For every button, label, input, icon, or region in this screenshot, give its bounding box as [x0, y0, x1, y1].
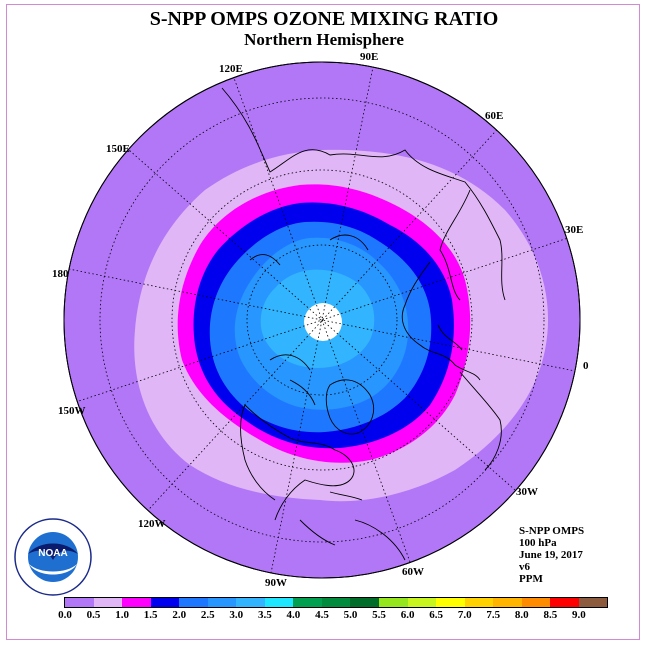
colorbar-swatch-8 — [293, 598, 322, 607]
lon-label-90w: 90W — [265, 577, 287, 589]
latitude-circle-30 — [171, 169, 473, 471]
colorbar-tick-label: 0.5 — [86, 609, 101, 621]
lon-label-90e: 90E — [360, 51, 379, 63]
info-block: S-NPP OMPS 100 hPa June 19, 2017 v6 PPM — [519, 525, 584, 585]
coast-asia — [221, 87, 506, 301]
logo-wave — [29, 564, 77, 575]
map-border — [63, 61, 581, 579]
lon-label-150e: 150E — [106, 143, 130, 155]
coast-greenland — [325, 379, 374, 435]
colorbar-swatch-17 — [550, 598, 579, 607]
colorbar-tick-label: 6.5 — [429, 609, 444, 621]
colorbar-tick-label: 2.0 — [172, 609, 187, 621]
colorbar-tick-label: 4.0 — [286, 609, 301, 621]
colorbar-tick-label: 6.0 — [400, 609, 415, 621]
map-subtitle: Northern Hemisphere — [244, 30, 404, 49]
colorbar-swatch-15 — [493, 598, 522, 607]
colorbar-tick-label: 7.0 — [457, 609, 472, 621]
colorbar-swatch-16 — [521, 598, 551, 607]
lon-label-60w: 60W — [402, 566, 424, 578]
noaa-logo: NOAA — [14, 518, 92, 596]
colorbar-swatch-10 — [350, 598, 380, 607]
lon-label-30w: 30W — [516, 486, 538, 498]
logo-text: NOAA — [38, 548, 67, 559]
info-date: June 19, 2017 — [519, 549, 583, 561]
latitude-circle-0 — [99, 97, 545, 543]
coast-caribbean — [299, 491, 363, 546]
lon-label-60e: 60E — [485, 110, 504, 122]
info-level: 100 hPa — [519, 537, 557, 549]
colorbar-swatch-13 — [436, 598, 465, 607]
pole-nodata — [304, 303, 342, 341]
colorbar-tick-label: 3.0 — [229, 609, 244, 621]
latitude-circle-60 — [246, 244, 398, 396]
colorbar-swatch-12 — [407, 598, 437, 607]
figure-frame — [6, 4, 640, 640]
colorbar-swatch-7 — [264, 598, 294, 607]
colorbar-swatch-5 — [207, 598, 237, 607]
lon-label-0: 0 — [583, 360, 589, 372]
colorbar-tick-label: 2.5 — [200, 609, 215, 621]
map-title: S-NPP OMPS OZONE MIXING RATIO — [149, 8, 499, 30]
colorbar-tick-label: 1.5 — [143, 609, 158, 621]
colorbar-ticks: 0.0 0.5 1.0 1.5 2.0 2.5 3.0 3.5 4.0 4.5 5.0 5.5 6.0 6… — [0, 609, 648, 623]
info-units: PPM — [519, 573, 543, 585]
coast-south-america — [354, 519, 406, 561]
coast-arctic-islands — [249, 234, 369, 406]
coast-north-america — [240, 404, 355, 521]
info-version: v6 — [519, 561, 530, 573]
lon-label-180: 180 — [52, 268, 69, 280]
colorbar-tick-label: 4.5 — [315, 609, 329, 621]
info-instrument: S-NPP OMPS — [519, 525, 585, 537]
colorbar-tick-label: 1.0 — [115, 609, 129, 621]
lon-label-150w: 150W — [58, 405, 86, 417]
colorbar-swatch-18 — [578, 598, 608, 607]
colorbar-tick-label: 3.5 — [257, 609, 272, 621]
meridian-30w-150e — [128, 149, 516, 491]
colorbar-tick-label: 8.0 — [514, 609, 529, 621]
colorbar-tick-label: 9.0 — [572, 609, 586, 621]
colorbar-tick-label: 0.0 — [58, 609, 72, 621]
colorbar-swatch-4 — [179, 598, 208, 607]
coast-africa — [459, 371, 502, 471]
coastlines — [221, 87, 506, 561]
meridian-30e-150w — [69, 235, 575, 405]
colorbar-swatch-1 — [93, 598, 123, 607]
logo-bird — [28, 543, 78, 560]
colorbar-tick-label: 7.5 — [486, 609, 501, 621]
colorbar — [64, 597, 609, 608]
colorbar-tick-label: 5.5 — [372, 609, 386, 621]
colorbar-swatch-11 — [379, 598, 408, 607]
meridian-60w-120e — [233, 77, 411, 563]
colorbar-swatch-6 — [236, 598, 265, 607]
colorbar-tick-label: 5.0 — [343, 609, 358, 621]
lon-label-120w: 120W — [138, 518, 166, 530]
lon-label-30e: 30E — [565, 224, 584, 236]
lon-label-120e: 120E — [219, 63, 243, 75]
graticule — [64, 62, 580, 578]
colorbar-swatch-14 — [464, 598, 494, 607]
colorbar-swatch-9 — [321, 598, 351, 607]
colorbar-swatch-2 — [122, 598, 151, 607]
colorbar-swatch-0 — [65, 598, 94, 607]
coast-europe — [401, 261, 481, 381]
colorbar-tick-label: 8.5 — [543, 609, 558, 621]
colorbar-swatch-3 — [150, 598, 180, 607]
